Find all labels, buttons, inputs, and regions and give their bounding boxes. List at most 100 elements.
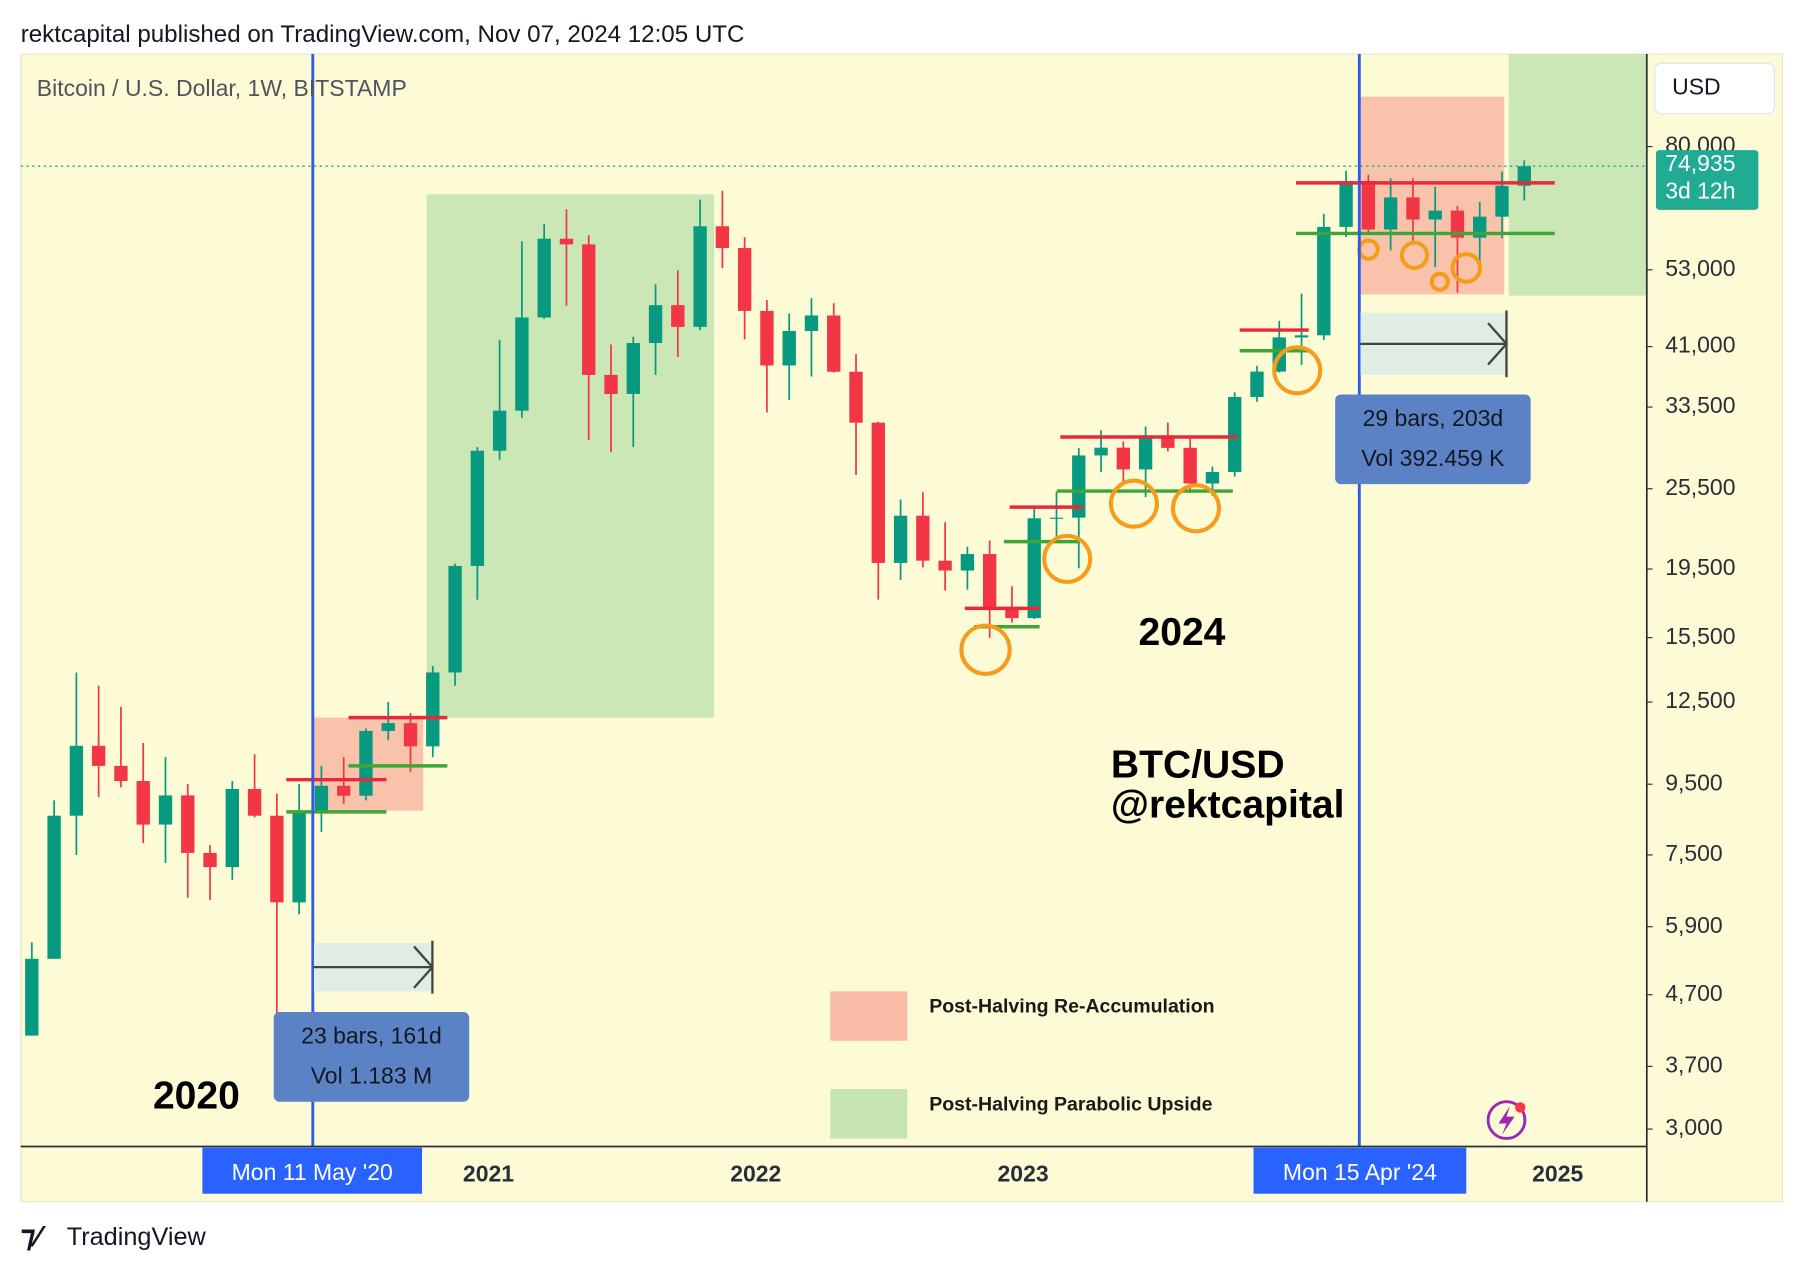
candle-body [203,852,217,868]
y-tick-label: 4,700 [1665,980,1723,1006]
alert-dot [1515,1102,1526,1113]
zone [1360,96,1505,295]
y-tick-label: 7,500 [1665,840,1723,866]
legend-label: Post-Halving Parabolic Upside [929,1093,1212,1115]
candle-body [1072,455,1086,518]
candle-body [559,238,574,245]
candle-body [1450,210,1465,238]
drawings: Mon 11 May '20 Mon 15 Apr '24 23 bars, 161… [202,54,1555,1194]
candle-body [426,672,440,747]
candle-body [381,723,395,731]
x-tick-label: 2025 [1532,1160,1583,1186]
retest-circle [959,623,1012,676]
handle-label: @rektcapital [1111,784,1345,827]
legend-swatch [830,1089,908,1139]
candle-body [1361,181,1376,230]
candle-body [448,565,462,673]
candle-body [582,244,596,375]
candle-body [1294,335,1309,338]
candle-body [626,343,640,394]
measure-bars: 29 bars, 203d [1363,405,1504,431]
candle-body [136,781,150,825]
candle-body [916,515,930,561]
y-tick-label: 41,000 [1665,332,1735,358]
symbol-title: Bitcoin / U.S. Dollar, 1W, BITSTAMP [37,75,407,101]
halving-badge [1253,1147,1467,1194]
candle-body [893,515,908,563]
candle-body [292,812,306,903]
y-tick-label: 12,500 [1665,687,1735,713]
candle-body [225,788,239,868]
last-price-label: 74,935 [1665,150,1735,176]
zones [313,54,1647,811]
candle-body [1250,371,1264,397]
candle-body [1228,396,1242,472]
y-tick-label: 9,500 [1665,769,1723,795]
alert-icon[interactable] [1486,1100,1527,1140]
measure-arrowhead [413,940,434,994]
currency-button[interactable] [1654,62,1776,115]
retest-circle [1450,252,1483,284]
candle-body [91,745,106,766]
currency-label[interactable]: USD [1672,74,1721,100]
candle-body [1383,197,1398,230]
candle-body [1317,226,1331,336]
y-tick-label: 3,700 [1665,1051,1723,1077]
measure-info [273,1011,470,1102]
candle-body [403,723,418,747]
candle-body [1205,471,1220,484]
candle-body [158,795,173,825]
x-tick-label: 2022 [730,1160,781,1186]
measure-info [1335,394,1531,485]
candle-body [1517,166,1531,186]
retest-circle [1170,483,1222,534]
candle-body [648,305,663,343]
candle-body [960,554,975,571]
zone [426,194,715,718]
retest-circle [1272,345,1323,396]
candle-body [247,788,262,816]
candle-body [1495,185,1509,217]
alert-bolt [1498,1106,1515,1136]
candle-body [693,226,707,327]
candle-body [782,330,796,366]
retest-circle [1108,478,1159,529]
candle-body [1428,210,1442,220]
retest-circle [1399,240,1430,270]
cycle-label: 2020 [153,1075,240,1118]
candle-body [1005,607,1019,619]
candle-body [314,785,329,813]
y-tick-label: 15,500 [1665,623,1735,649]
pair-label: BTC/USD [1111,743,1285,786]
publish-header: rektcapital published on TradingView.com… [21,21,745,48]
y-tick-label: 3,000 [1665,1114,1723,1140]
zone [1508,54,1647,296]
retest-circle [1042,533,1093,584]
cycle-label: 2024 [1138,611,1225,654]
candle-body [1116,447,1131,470]
candle-body [181,795,195,853]
candle-body [47,815,61,959]
candle-body [537,238,551,318]
candle-body [492,410,507,451]
halving-date: Mon 11 May '20 [232,1159,393,1185]
candle-body [760,310,774,366]
candle-body [715,226,730,249]
footer-brand: TradingView [67,1223,207,1251]
candle-body [871,422,885,563]
retest-circle [1429,271,1450,292]
measure-arrowhead [1487,310,1509,378]
measure-vol: Vol 1.183 M [311,1063,432,1089]
candle-body [1094,447,1108,456]
candle-body [604,374,618,394]
y-tick-label: 5,900 [1665,912,1723,938]
x-tick-label: 2023 [998,1160,1049,1186]
legend-label: Post-Halving Re-Accumulation [929,996,1214,1018]
candle-body [1049,517,1064,519]
candle-body [337,785,351,796]
candle-body [359,730,373,796]
candle-body [1406,197,1420,220]
measure-vol: Vol 392.459 K [1361,445,1505,471]
candle-body [1138,435,1153,470]
measure-bars: 23 bars, 161d [301,1022,442,1048]
